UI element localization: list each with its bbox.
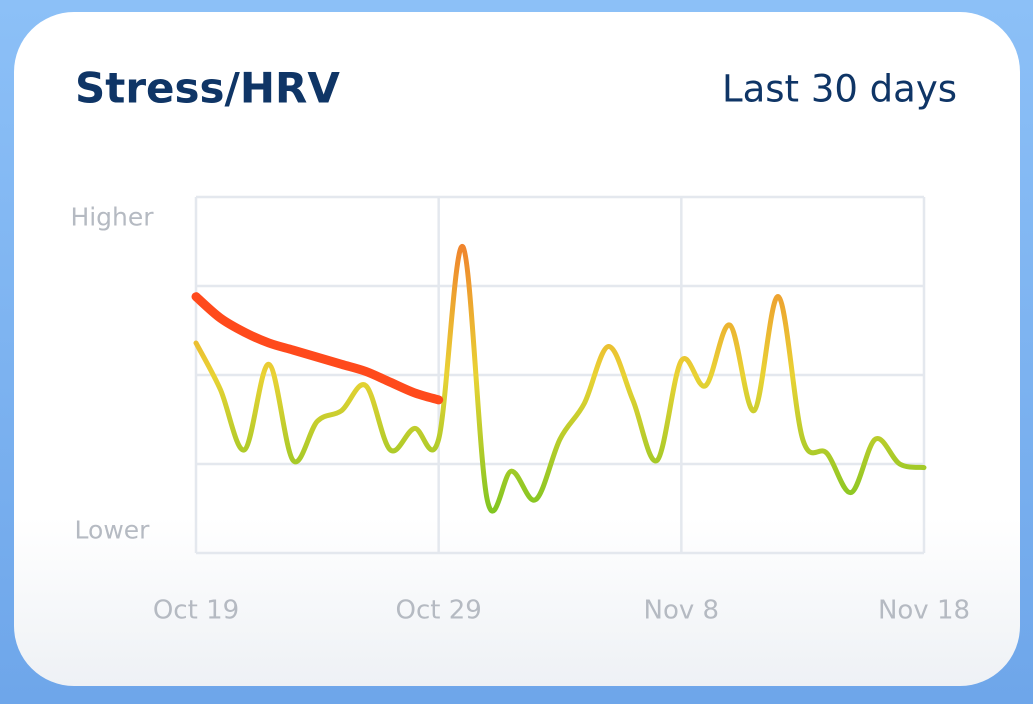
x-tick-label: Nov 8 — [644, 596, 720, 626]
y-tick-label: Lower — [75, 516, 151, 545]
x-tick-label: Oct 29 — [396, 596, 482, 626]
x-tick-label: Nov 18 — [878, 596, 970, 626]
x-tick-label: Oct 19 — [153, 596, 239, 626]
chart-title: Stress/HRV — [75, 64, 340, 113]
y-tick-label: Higher — [70, 202, 154, 231]
chart-subtitle: Last 30 days — [722, 68, 957, 111]
data-line — [193, 244, 927, 514]
data-line — [191, 292, 444, 405]
card — [14, 12, 1020, 686]
